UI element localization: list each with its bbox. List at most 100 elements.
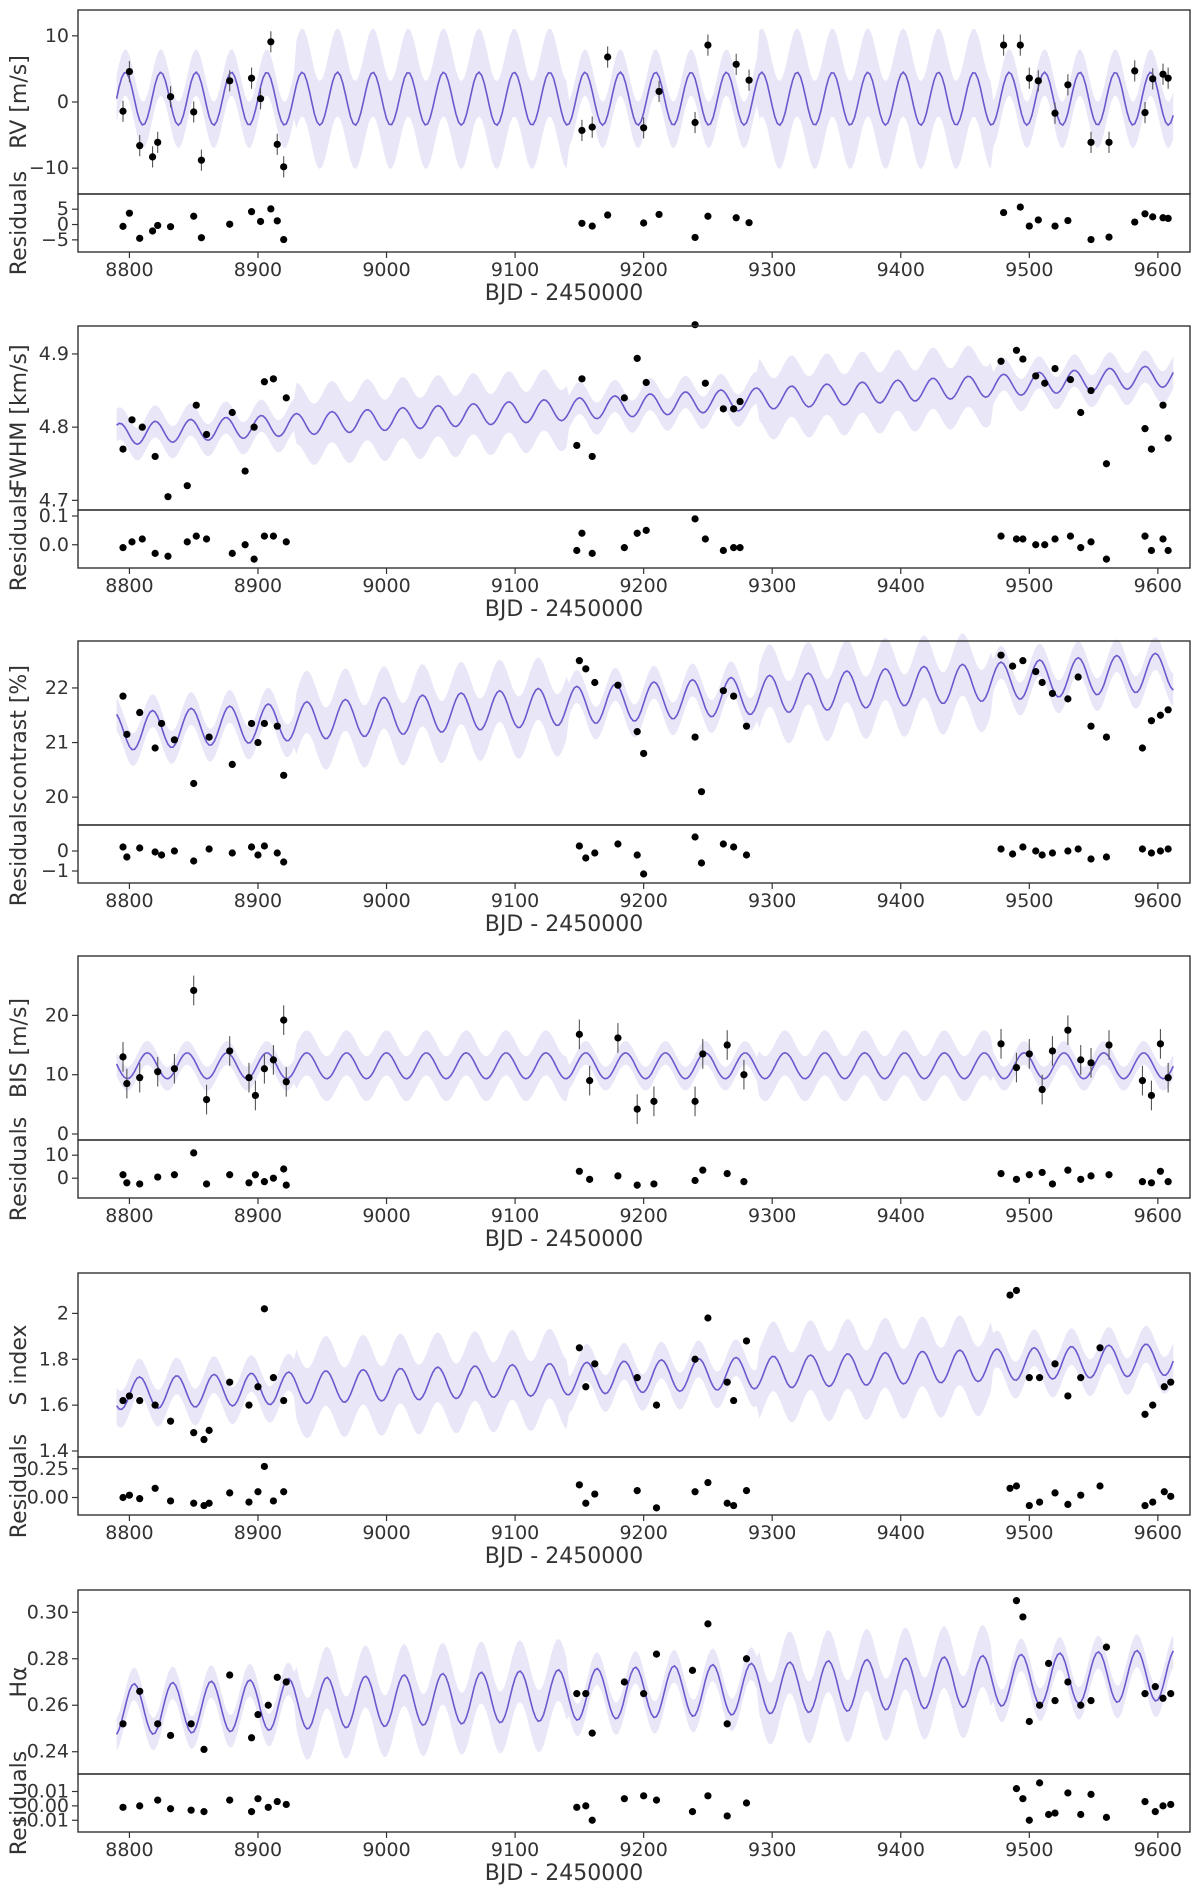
- rv-residual-point: [1034, 216, 1042, 224]
- halpha-residual-point: [282, 1800, 290, 1809]
- bis-data-point: [123, 1079, 131, 1088]
- halpha-resid-ylabel: Residuals: [7, 1751, 32, 1855]
- sindex-data-point: [205, 1426, 213, 1434]
- rv-residual-point: [1105, 233, 1113, 241]
- contrast-data-point: [730, 692, 738, 700]
- bis-ylabel: BIS [m/s]: [7, 998, 32, 1098]
- halpha-data-point: [652, 1650, 661, 1658]
- fwhm-residual-point: [1147, 546, 1156, 555]
- sindex-data-point: [575, 1344, 583, 1352]
- fwhm-data-point: [701, 379, 709, 387]
- contrast-data-point: [157, 719, 166, 728]
- halpha-data-point: [247, 1734, 256, 1742]
- rv-data-point: [1164, 74, 1172, 82]
- halpha-data-point: [254, 1710, 262, 1719]
- fwhm-resid-ytick-label: 0.0: [39, 534, 69, 556]
- contrast-data-point: [1032, 667, 1040, 676]
- sindex-xtick-label: 9500: [1005, 1522, 1053, 1544]
- contrast-data-point: [742, 722, 751, 730]
- sindex-data-point: [125, 1392, 134, 1400]
- rv-data-point: [166, 93, 175, 101]
- fwhm-xtick-label: 9300: [748, 575, 796, 597]
- halpha-residual-point: [582, 1802, 590, 1810]
- sindex-data-point: [280, 1396, 288, 1405]
- halpha-ytick-label: 0.28: [27, 1648, 69, 1670]
- sindex-residual-point: [245, 1498, 253, 1506]
- sindex-data-point: [254, 1383, 262, 1391]
- fwhm-data-point: [578, 375, 586, 383]
- rv-residual-point: [273, 217, 281, 225]
- contrast-data-point: [1164, 706, 1172, 714]
- sindex-residual-point: [742, 1487, 751, 1495]
- bis-residual-point: [119, 1171, 127, 1179]
- fwhm-xtick-label: 9100: [491, 575, 539, 597]
- bis-residual-point: [1064, 1166, 1072, 1174]
- sindex-residual-point: [582, 1499, 590, 1507]
- sindex-residual-point: [1051, 1489, 1059, 1497]
- bis-residual-point: [586, 1175, 594, 1183]
- fwhm-data-point: [1141, 425, 1149, 433]
- sindex-data-point: [1012, 1286, 1021, 1295]
- fwhm-residual-point: [1051, 535, 1059, 543]
- contrast-data-point: [575, 657, 583, 665]
- halpha-residual-point: [154, 1796, 162, 1804]
- fwhm-residual-point: [691, 515, 699, 523]
- contrast-data-point: [640, 749, 648, 758]
- sindex-ytick-label: 1.6: [39, 1394, 69, 1416]
- contrast-residual-point: [151, 848, 159, 856]
- contrast-data-point: [273, 722, 281, 730]
- contrast-residual-point: [123, 853, 131, 861]
- fwhm-data-point: [1087, 386, 1095, 395]
- fwhm-data-point: [736, 397, 744, 406]
- rv-data-point: [267, 38, 275, 46]
- fwhm-data-point: [1102, 460, 1111, 468]
- sindex-data-point: [1149, 1401, 1157, 1409]
- bis-data-point: [1064, 1026, 1072, 1034]
- halpha-data-point: [1077, 1701, 1085, 1709]
- rv-data-point: [578, 126, 586, 135]
- sindex-resid-ytick-label: 0.00: [27, 1487, 69, 1509]
- sindex-residual-point: [280, 1488, 288, 1496]
- halpha-residual-point: [166, 1805, 175, 1813]
- fwhm-xlabel: BJD - 2450000: [485, 597, 643, 622]
- sindex-ytick-label: 2: [57, 1302, 69, 1324]
- contrast-residual-point: [280, 858, 288, 866]
- bis-resid-ylabel: Residuals: [7, 1117, 32, 1221]
- sindex-residual-point: [1006, 1484, 1014, 1492]
- halpha-residual-point: [273, 1797, 281, 1806]
- rv-residual-point: [1025, 222, 1033, 230]
- sindex-residual-point: [119, 1493, 127, 1502]
- halpha-xtick-label: 8900: [234, 1839, 282, 1861]
- contrast-residual-point: [228, 849, 236, 857]
- rv-xtick-label: 9600: [1134, 259, 1182, 281]
- rv-data-point: [1141, 108, 1149, 117]
- bis-data-point: [260, 1065, 269, 1073]
- rv-residual-point: [604, 211, 612, 219]
- rv-residual-point: [1164, 214, 1172, 222]
- bis-residual-point: [1077, 1175, 1085, 1183]
- rv-residual-point: [247, 208, 256, 216]
- rv-data-point: [273, 140, 281, 148]
- sindex-xlabel: BJD - 2450000: [485, 1544, 643, 1569]
- halpha-data-point: [1012, 1597, 1021, 1605]
- contrast-xtick-label: 9100: [491, 890, 539, 912]
- fwhm-residual-point: [1087, 538, 1095, 546]
- fwhm-data-point: [1041, 379, 1049, 387]
- halpha-residual-point: [1019, 1795, 1027, 1803]
- contrast-data-point: [1019, 657, 1027, 665]
- rv-residual-point: [267, 205, 275, 213]
- rv-resid-ytick-label: −5: [41, 229, 69, 251]
- rv-model-line: [115, 71, 1175, 127]
- sindex-data-point: [260, 1305, 269, 1313]
- sindex-residual-point: [1064, 1500, 1072, 1508]
- halpha-resid-ytick-label: 0.00: [27, 1795, 69, 1817]
- fwhm-ytick-label: 4.8: [39, 416, 69, 438]
- contrast-data-point: [1064, 695, 1072, 703]
- bis-data-point: [1038, 1085, 1046, 1094]
- bis-residual-point: [245, 1179, 253, 1187]
- contrast-data-point: [1087, 722, 1095, 730]
- contrast-xlabel: BJD - 2450000: [485, 912, 643, 937]
- fwhm-data-point: [250, 423, 258, 431]
- fwhm-residual-point: [1164, 546, 1172, 555]
